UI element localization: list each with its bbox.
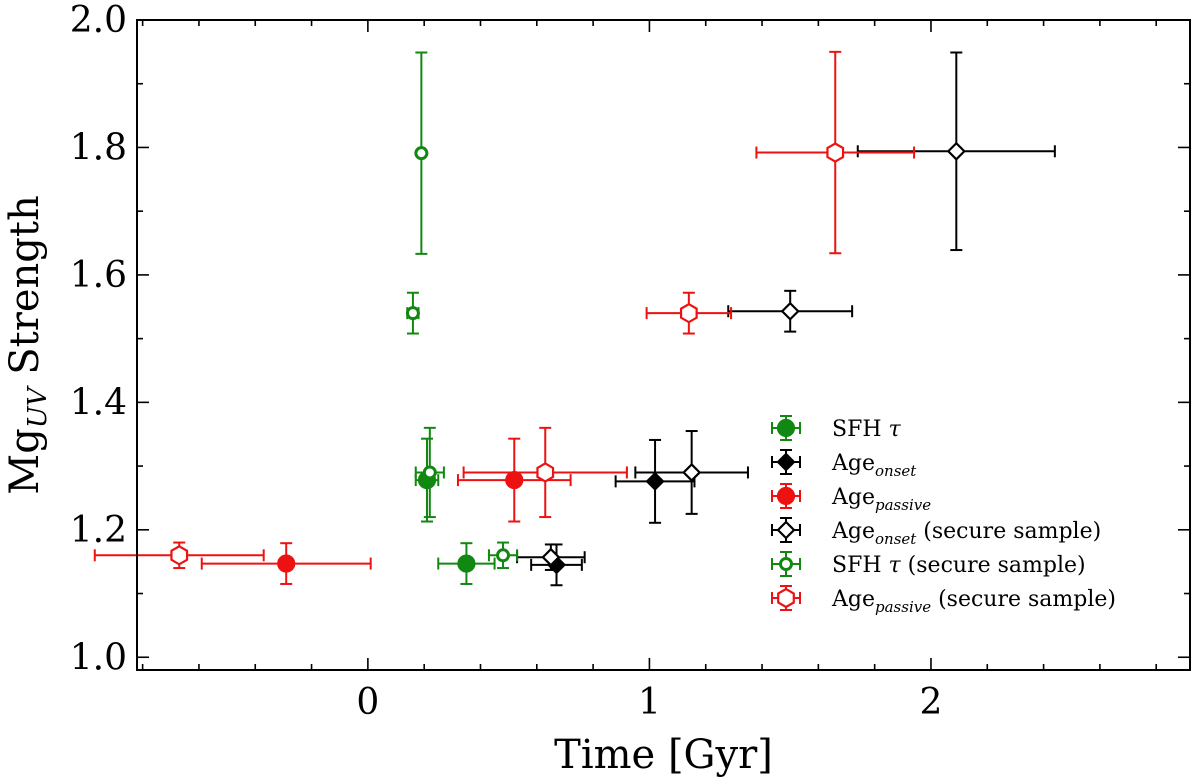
legend-marker [776, 452, 796, 472]
legend-item-2: Agepassive [771, 483, 931, 514]
legend-label: Agepassive [831, 485, 931, 514]
legend-label-sub: passive [875, 598, 931, 616]
legend-label: Agepassive (secure sample) [831, 587, 1116, 616]
data-markers [170, 141, 966, 575]
data-point-series-4-point-1 [422, 465, 437, 480]
legend-marker [777, 587, 795, 609]
y-tick-label: 1.0 [70, 637, 127, 678]
legend-label-sub: onset [875, 462, 917, 480]
y-tick-label: 2.0 [70, 0, 127, 41]
x-tick-label: 2 [920, 682, 943, 723]
legend-marker [776, 486, 796, 506]
data-point-series-4-point-0 [496, 548, 511, 563]
y-axis-label-sub: UV [23, 385, 53, 428]
y-axis-label-main: Mg [2, 428, 48, 495]
y-tick-label: 1.8 [70, 127, 127, 168]
data-point-series-5-point-2 [679, 302, 698, 324]
legend-label-sub: onset [875, 530, 917, 548]
data-point-series-5-point-3 [826, 142, 845, 163]
x-axis-label: Time [Gyr] [554, 732, 773, 778]
legend-label-main: Age [831, 485, 875, 510]
legend-label-sub: passive [875, 496, 931, 514]
data-point-series-3-point-1 [682, 462, 702, 483]
x-tick-label: 0 [356, 682, 379, 723]
legend-label: Ageonset [831, 451, 917, 480]
legend-label-main: Age [831, 451, 875, 476]
y-tick-label: 1.2 [70, 510, 127, 551]
data-point-series-1-point-1 [645, 471, 665, 491]
legend-item-3: Ageonset (secure sample) [771, 517, 1101, 548]
legend-marker [776, 418, 796, 438]
legend-label-tau: τ [889, 417, 902, 442]
legend-item-4: SFH τ (secure sample) [771, 551, 1086, 578]
tick-labels: 0 1 2 1.0 1.2 1.4 1.6 1.8 2.0 [70, 0, 943, 723]
legend-label: Ageonset (secure sample) [831, 519, 1101, 548]
y-axis-label: MgUV Strength [2, 195, 53, 494]
legend-label-tail: (secure sample) [901, 553, 1086, 578]
legend-item-5: Agepassive (secure sample) [771, 585, 1116, 616]
data-point-series-3-point-3 [946, 141, 966, 161]
legend-marker [776, 520, 796, 540]
data-point-series-2-point-0 [277, 554, 296, 573]
legend-item-1: Ageonset [771, 449, 917, 480]
legend-label-tau: τ [889, 553, 902, 578]
legend-label-main: SFH [832, 417, 889, 442]
legend-marker [779, 557, 793, 571]
legend-label: SFH τ [832, 417, 902, 442]
y-tick-label: 1.6 [70, 255, 127, 296]
legend-label: SFH τ (secure sample) [832, 553, 1086, 578]
legend-label-main: SFH [832, 553, 889, 578]
y-tick-label: 1.4 [70, 382, 127, 423]
data-point-series-4-point-3 [414, 146, 429, 161]
legend-label-main: Age [831, 587, 875, 612]
data-point-series-4-point-2 [405, 306, 420, 321]
y-axis-label-tail: Strength [2, 195, 48, 387]
data-point-series-5-point-1 [536, 462, 555, 483]
data-point-series-2-point-1 [505, 470, 524, 490]
plot-frame [136, 19, 1191, 671]
legend-label-main: Age [831, 519, 875, 544]
legend-label-tail: (secure sample) [916, 519, 1101, 544]
data-point-series-5-point-0 [170, 545, 189, 566]
error-bars [93, 50, 1056, 587]
data-point-series-3-point-2 [780, 301, 800, 321]
data-point-series-3-point-0 [541, 547, 561, 567]
x-tick-label: 1 [638, 682, 661, 723]
legend-label-tail: (secure sample) [931, 587, 1116, 612]
data-point-series-0-point-0 [457, 554, 476, 573]
legend-item-0: SFH τ [771, 415, 902, 442]
